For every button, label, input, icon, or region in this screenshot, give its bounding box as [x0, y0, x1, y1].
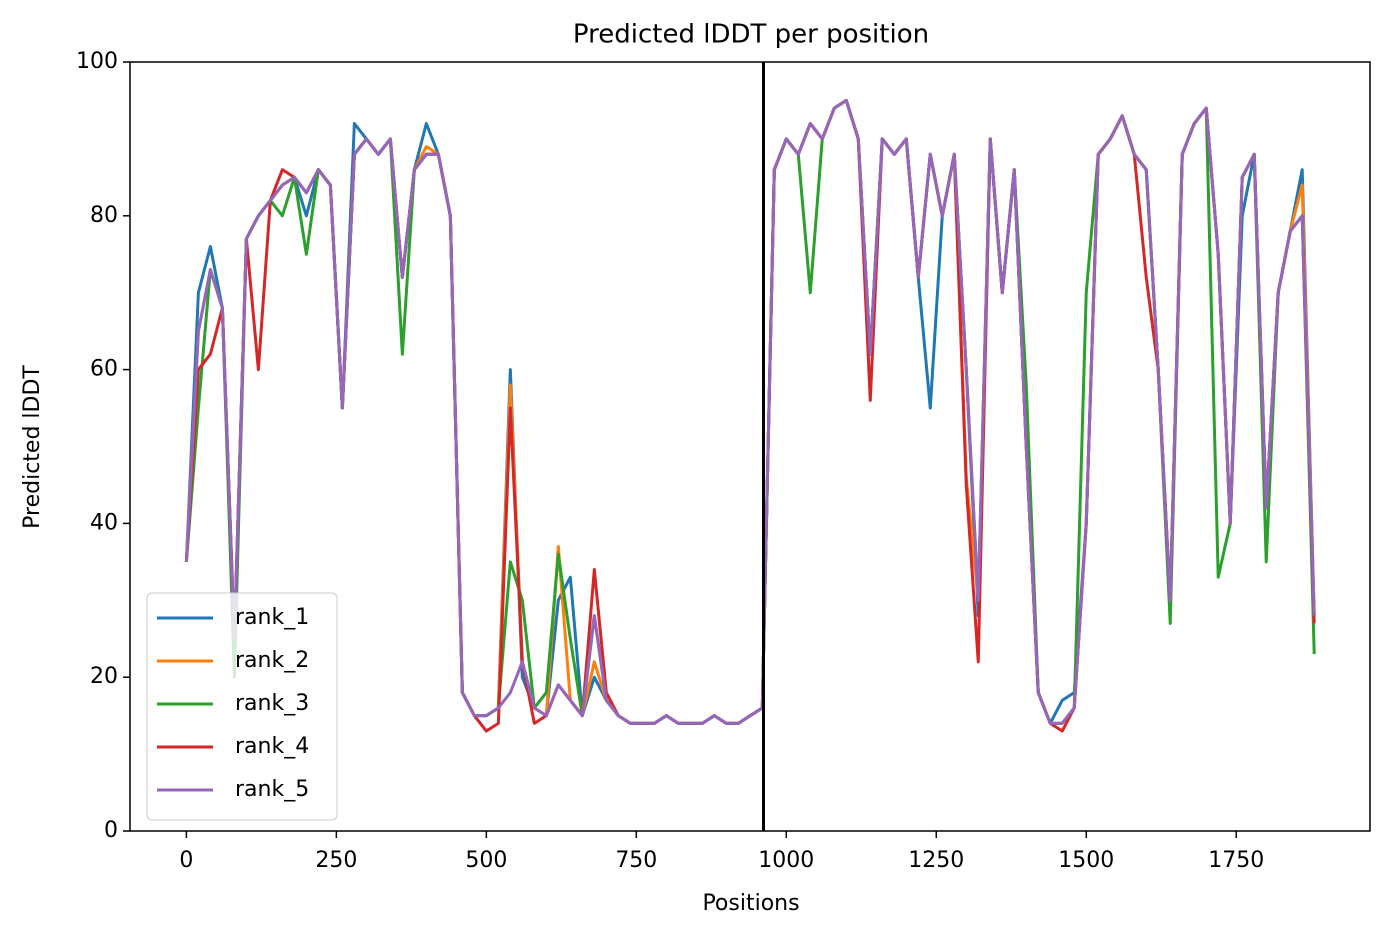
y-tick-label: 60: [90, 357, 118, 382]
line-series: [184, 98, 1316, 725]
y-tick-label: 0: [104, 818, 118, 843]
x-tick-label: 500: [465, 848, 507, 873]
y-axis-label: Predicted lDDT: [20, 365, 45, 529]
x-tick-label: 1500: [1058, 848, 1114, 873]
line-series: [184, 98, 1316, 725]
x-axis-label: Positions: [702, 891, 799, 916]
legend-label: rank_4: [235, 734, 309, 759]
x-tick-label: 1250: [908, 848, 964, 873]
line-series: [184, 98, 1316, 725]
y-tick-label: 40: [90, 510, 118, 535]
x-tick-label: 1750: [1208, 848, 1264, 873]
line-series: [184, 98, 1316, 733]
legend-label: rank_3: [235, 691, 309, 716]
x-tick-label: 1000: [758, 848, 814, 873]
legend-label: rank_5: [235, 777, 309, 802]
legend-box: [146, 592, 338, 821]
x-tick-label: 750: [615, 848, 657, 873]
y-tick-label: 20: [90, 664, 118, 689]
line-series: [184, 98, 1316, 725]
x-tick-label: 0: [179, 848, 193, 873]
legend-label: rank_2: [235, 648, 309, 673]
x-tick-label: 250: [315, 848, 357, 873]
y-tick-label: 100: [76, 49, 118, 74]
y-tick-label: 80: [90, 203, 118, 228]
plot-frame: [129, 61, 1371, 832]
chart-title: Predicted lDDT per position: [573, 20, 929, 50]
legend-label: rank_1: [235, 605, 309, 630]
